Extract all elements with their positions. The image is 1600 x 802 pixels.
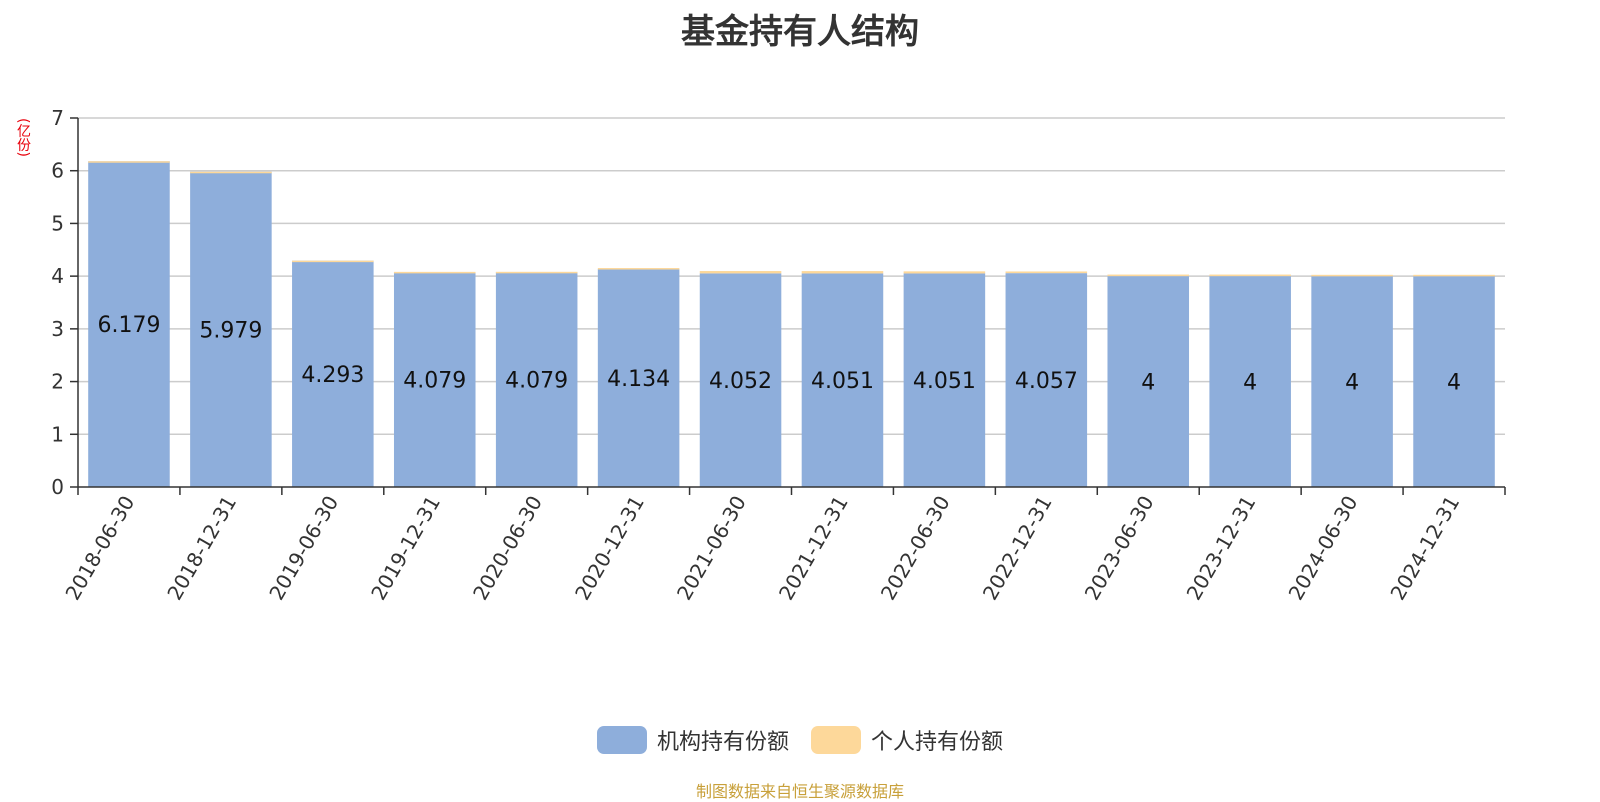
legend-swatch-institutional <box>596 726 647 754</box>
x-tick-label: 2021-12-31 <box>774 492 853 605</box>
x-tick-label: 2022-06-30 <box>876 491 955 604</box>
x-tick-label: 2019-06-30 <box>264 492 343 605</box>
x-tick-label: 2023-12-31 <box>1182 492 1261 605</box>
bar-value-label: 4.057 <box>1015 369 1078 394</box>
y-tick-label: 0 <box>51 475 64 499</box>
bars <box>88 161 1495 487</box>
bar-individual[interactable] <box>1209 274 1291 277</box>
bar-institutional[interactable] <box>190 171 272 487</box>
data-source-note: 制图数据来自恒生聚源数据库 <box>695 782 904 801</box>
bar-value-label: 4.079 <box>403 368 466 393</box>
x-tick-label: 2021-06-30 <box>672 492 751 605</box>
legend-swatch-individual <box>811 726 861 754</box>
bar-individual[interactable] <box>88 161 170 163</box>
bar-individual[interactable] <box>597 268 680 270</box>
bar-value-label: 4 <box>1345 371 1359 396</box>
y-tick-label: 2 <box>51 370 64 394</box>
bar-individual[interactable] <box>1311 274 1393 277</box>
bar-institutional[interactable] <box>699 273 782 487</box>
bar-individual[interactable] <box>190 171 272 174</box>
x-tick-label: 2020-12-31 <box>570 492 649 605</box>
bar-value-label: 4.293 <box>301 363 364 388</box>
y-tick-label: 5 <box>51 211 64 235</box>
bar-value-label: 4 <box>1447 371 1461 396</box>
bar-individual[interactable] <box>699 271 782 274</box>
bar-individual[interactable] <box>1107 274 1190 277</box>
y-tick-label: 1 <box>51 422 64 446</box>
bar-institutional[interactable] <box>1311 276 1393 487</box>
bar-chart: 0 1 2 3 4 5 6 7 6.179 2018-06-30 5.979 2018-12-31 4… <box>51 106 1506 605</box>
x-tick-label: 2018-12-31 <box>162 492 241 605</box>
bar-value-label: 4.052 <box>709 369 772 394</box>
bar-individual[interactable] <box>1413 274 1495 277</box>
bar-individual[interactable] <box>1005 271 1088 274</box>
legend-item-individual[interactable]: 个人持有份额 <box>811 724 1003 756</box>
y-tick-label: 4 <box>51 264 64 288</box>
bar-institutional[interactable] <box>1107 276 1190 487</box>
bar-institutional[interactable] <box>1413 276 1495 487</box>
x-tick-label: 2020-06-30 <box>468 492 547 605</box>
bar-value-label: 5.979 <box>199 318 262 343</box>
bar-value-label: 4.079 <box>505 368 568 393</box>
bar-individual[interactable] <box>801 271 884 274</box>
y-axis-unit-label: (亿份) <box>15 118 31 157</box>
bar-value-label: 4.134 <box>607 367 670 392</box>
bar-institutional[interactable] <box>292 260 374 487</box>
bar-individual[interactable] <box>292 260 374 263</box>
x-tick-label: 2024-12-31 <box>1385 492 1464 605</box>
x-tick-label: 2024-06-30 <box>1284 492 1363 605</box>
bar-individual[interactable] <box>495 271 578 274</box>
legend-label-individual: 个人持有份额 <box>871 730 1004 755</box>
x-tick-label: 2022-12-31 <box>978 492 1057 605</box>
bar-individual[interactable] <box>903 271 986 274</box>
bar-institutional[interactable] <box>903 273 986 487</box>
bar-value-label: 4.051 <box>811 369 874 394</box>
bar-institutional[interactable] <box>1209 276 1291 487</box>
bar-institutional[interactable] <box>597 269 680 487</box>
x-tick-label: 2018-06-30 <box>60 492 139 605</box>
chart-title: 基金持有人结构 <box>681 12 919 52</box>
bar-institutional[interactable] <box>801 273 884 487</box>
bar-institutional[interactable] <box>393 271 476 487</box>
bar-value-label: 4 <box>1243 371 1257 396</box>
bar-institutional[interactable] <box>495 271 578 487</box>
x-tick-label: 2023-06-30 <box>1080 492 1159 605</box>
legend: 机构持有份额 个人持有份额 <box>0 720 1600 760</box>
bar-value-label: 6.179 <box>97 313 160 338</box>
bar-institutional[interactable] <box>1005 273 1088 487</box>
axes: 0 1 2 3 4 5 6 7 <box>51 106 1506 499</box>
legend-label-institutional: 机构持有份额 <box>656 730 789 755</box>
y-tick-label: 7 <box>51 106 64 130</box>
x-tick-label: 2019-12-31 <box>366 492 445 605</box>
bar-institutional[interactable] <box>88 161 170 487</box>
bar-value-label: 4.051 <box>913 369 976 394</box>
legend-item-institutional[interactable]: 机构持有份额 <box>596 724 789 756</box>
y-tick-label: 6 <box>51 159 64 183</box>
y-tick-label: 3 <box>51 317 64 341</box>
bar-individual[interactable] <box>393 271 476 274</box>
bar-value-label: 4 <box>1141 371 1155 396</box>
